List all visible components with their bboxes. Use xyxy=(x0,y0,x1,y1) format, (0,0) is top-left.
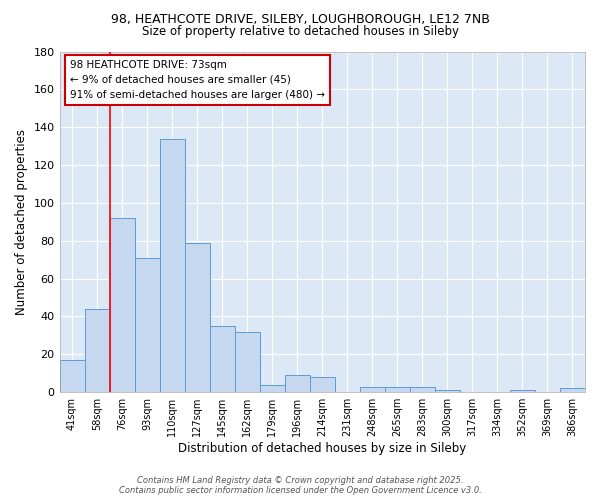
Text: Contains public sector information licensed under the Open Government Licence v3: Contains public sector information licen… xyxy=(119,486,481,495)
Bar xyxy=(410,386,435,392)
Text: 98, HEATHCOTE DRIVE, SILEBY, LOUGHBOROUGH, LE12 7NB: 98, HEATHCOTE DRIVE, SILEBY, LOUGHBOROUG… xyxy=(110,12,490,26)
Text: 98 HEATHCOTE DRIVE: 73sqm
← 9% of detached houses are smaller (45)
91% of semi-d: 98 HEATHCOTE DRIVE: 73sqm ← 9% of detach… xyxy=(70,60,325,100)
Bar xyxy=(85,309,110,392)
Text: Contains HM Land Registry data © Crown copyright and database right 2025.: Contains HM Land Registry data © Crown c… xyxy=(137,476,463,485)
Bar xyxy=(110,218,134,392)
Bar xyxy=(59,360,85,392)
Bar xyxy=(310,377,335,392)
Bar xyxy=(260,384,285,392)
Bar xyxy=(560,388,585,392)
Bar xyxy=(435,390,460,392)
Bar xyxy=(385,386,410,392)
Bar xyxy=(510,390,535,392)
Bar xyxy=(134,258,160,392)
Y-axis label: Number of detached properties: Number of detached properties xyxy=(15,129,28,315)
Bar xyxy=(235,332,260,392)
X-axis label: Distribution of detached houses by size in Sileby: Distribution of detached houses by size … xyxy=(178,442,466,455)
Bar xyxy=(160,138,185,392)
Bar xyxy=(285,375,310,392)
Text: Size of property relative to detached houses in Sileby: Size of property relative to detached ho… xyxy=(142,25,458,38)
Bar xyxy=(360,386,385,392)
Bar xyxy=(185,242,209,392)
Bar xyxy=(209,326,235,392)
